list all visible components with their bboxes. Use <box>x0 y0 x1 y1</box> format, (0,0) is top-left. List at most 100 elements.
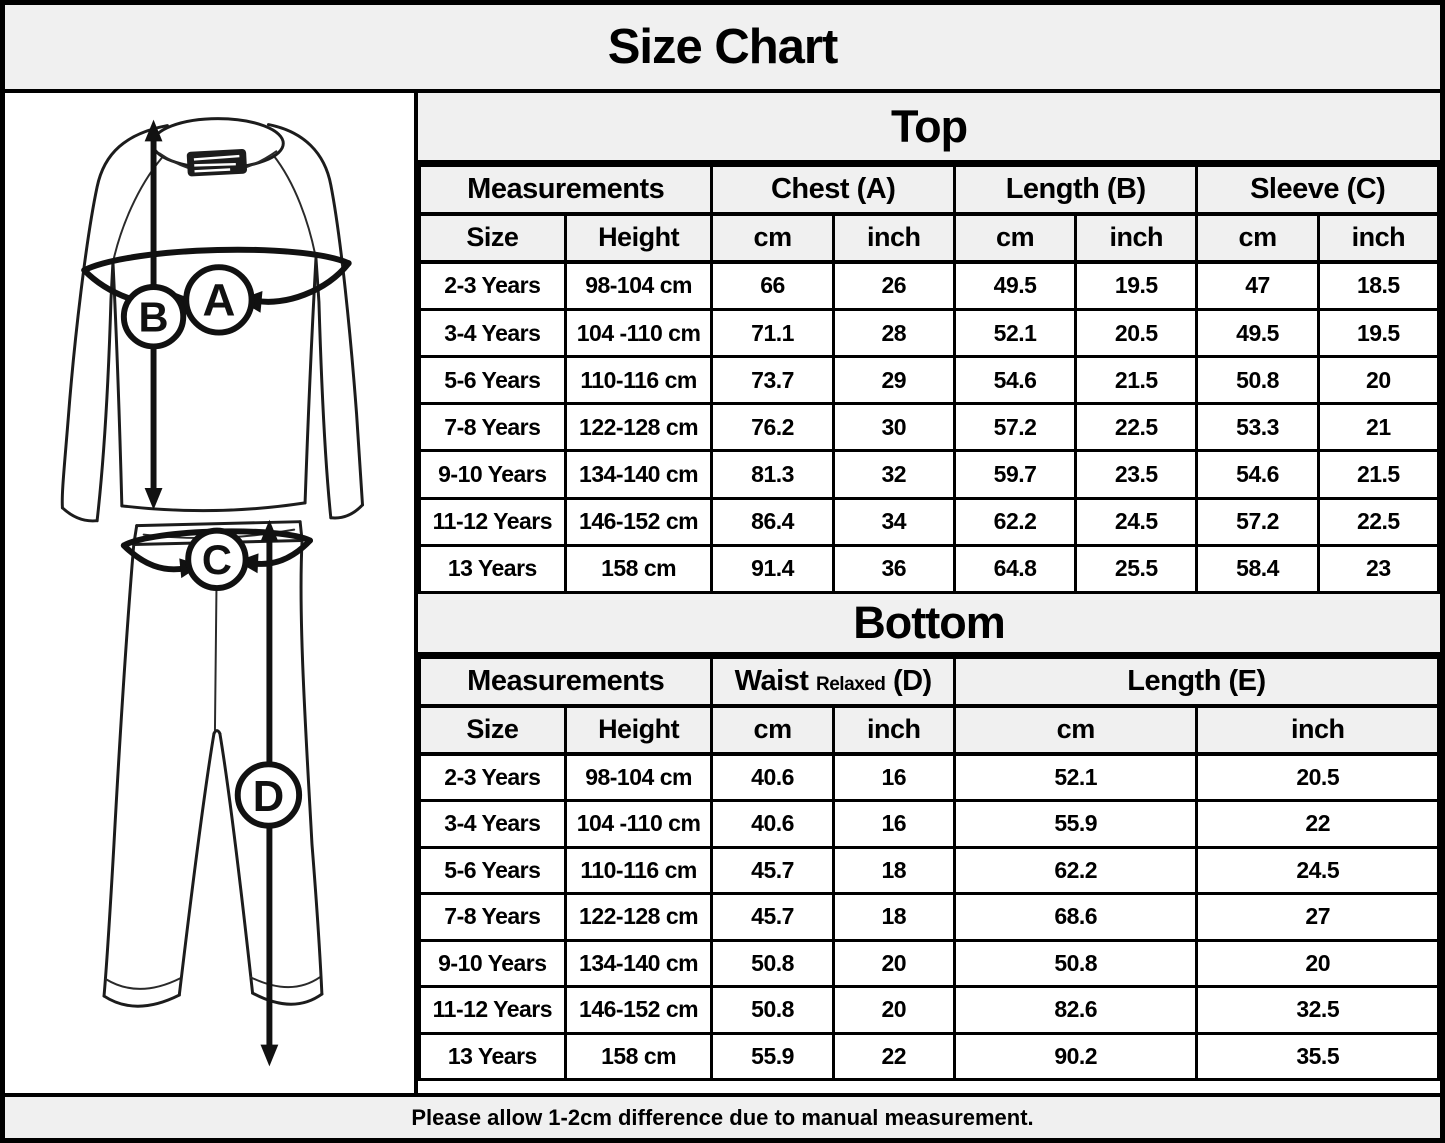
table-cell: 29 <box>831 355 956 406</box>
table-cell: 82.6 <box>952 985 1199 1035</box>
measurements-header: Measurements <box>417 164 714 216</box>
main-area: A B <box>5 93 1441 1093</box>
table-cell: 20 <box>831 985 956 1035</box>
table-cell: 35.5 <box>1195 1031 1440 1081</box>
table-cell: 11-12 Years <box>418 496 567 547</box>
table-cell: 22.5 <box>1074 402 1199 453</box>
table-row: 11-12 Years 146-152 cm 50.8 20 82.6 32.5 <box>418 985 1440 1035</box>
table-cell: 40.6 <box>710 799 835 849</box>
table-cell: 20 <box>1195 938 1440 989</box>
length-header: Length (E) <box>952 656 1441 708</box>
page-title: Size Chart <box>5 5 1440 93</box>
table-cell: 110-116 cm <box>563 845 714 896</box>
table-cell: 20.5 <box>1074 307 1199 359</box>
bottom-sub-header-row: Size Height cm inch cm inch <box>418 704 1440 756</box>
leg-length-label-badge: D <box>234 761 303 829</box>
table-cell: 64.8 <box>952 543 1078 595</box>
column-header: inch <box>831 704 956 756</box>
table-cell: 30 <box>831 402 956 453</box>
table-cell: 98-104 cm <box>563 751 714 803</box>
column-header: inch <box>831 212 956 264</box>
table-cell: 9-10 Years <box>418 938 567 989</box>
table-row: 13 Years 158 cm 55.9 22 90.2 35.5 <box>418 1031 1440 1081</box>
table-row: 7-8 Years 122-128 cm 76.2 30 57.2 22.5 53.3 21 <box>418 402 1441 453</box>
column-header: inch <box>1195 704 1440 756</box>
table-cell: 20.5 <box>1195 751 1440 803</box>
leg-length-label-letter: D <box>253 773 284 821</box>
table-cell: 90.2 <box>952 1031 1199 1081</box>
table-cell: 146-152 cm <box>563 985 714 1035</box>
table-cell: 66 <box>710 260 835 311</box>
table-cell: 32.5 <box>1195 985 1440 1035</box>
table-cell: 2-3 Years <box>418 751 567 803</box>
table-cell: 5-6 Years <box>418 845 567 896</box>
table-cell: 122-128 cm <box>563 402 714 453</box>
waist-label-letter: C <box>202 536 232 583</box>
body-length-label-letter: B <box>139 294 169 341</box>
table-row: 5-6 Years 110-116 cm 73.7 29 54.6 21.5 50.8 20 <box>418 355 1441 406</box>
column-header: cm <box>710 212 835 264</box>
table-cell: 7-8 Years <box>418 892 567 942</box>
table-cell: 22.5 <box>1316 496 1441 547</box>
table-cell: 54.6 <box>952 355 1078 406</box>
table-cell: 49.5 <box>952 260 1078 311</box>
column-header: Height <box>563 704 714 756</box>
table-cell: 24.5 <box>1195 845 1440 896</box>
table-cell: 23 <box>1316 543 1441 595</box>
table-cell: 146-152 cm <box>563 496 714 547</box>
table-cell: 19.5 <box>1074 260 1199 311</box>
brand-label <box>186 148 248 177</box>
table-cell: 22 <box>831 1031 956 1081</box>
table-cell: 110-116 cm <box>563 355 714 406</box>
length-header: Length (B) <box>952 164 1199 216</box>
table-cell: 27 <box>1195 892 1440 942</box>
table-cell: 71.1 <box>710 307 835 359</box>
table-row: 13 Years 158 cm 91.4 36 64.8 25.5 58.4 23 <box>418 543 1441 595</box>
top-section-title: Top <box>418 93 1440 164</box>
bottom-group-header-row: Measurements Waist Relaxed (D) Length (E… <box>417 656 1441 708</box>
table-cell: 24.5 <box>1074 496 1199 547</box>
table-cell: 3-4 Years <box>418 307 567 359</box>
column-header: Height <box>563 212 714 264</box>
table-row: 2-3 Years 98-104 cm 40.6 16 52.1 20.5 <box>418 751 1440 803</box>
table-cell: 50.8 <box>952 938 1199 989</box>
column-header: cm <box>1195 212 1320 264</box>
table-row: 11-12 Years 146-152 cm 86.4 34 62.2 24.5 57.2 2… <box>418 496 1441 547</box>
table-cell: 26 <box>831 260 956 311</box>
footer-note: Please allow 1-2cm difference due to man… <box>5 1093 1440 1138</box>
table-cell: 76.2 <box>710 402 835 453</box>
table-row: 7-8 Years 122-128 cm 45.7 18 68.6 27 <box>418 892 1440 942</box>
table-cell: 45.7 <box>710 892 835 942</box>
table-cell: 50.8 <box>1195 355 1320 406</box>
table-cell: 5-6 Years <box>418 355 567 406</box>
table-row: 3-4 Years 104 -110 cm 40.6 16 55.9 22 <box>418 799 1440 849</box>
bottom-garment-outline <box>102 520 324 1008</box>
top-group-header-row: Measurements Chest (A) Length (B) Sleeve… <box>417 164 1440 216</box>
bottom-table-body: 2-3 Years 98-104 cm 40.6 16 52.1 20.5 3-4 Year… <box>418 751 1440 1081</box>
table-row: 2-3 Years 98-104 cm 66 26 49.5 19.5 47 18.5 <box>418 260 1441 311</box>
top-sub-header-row: Size Height cm inch cm inch cm inch <box>418 212 1441 264</box>
table-cell: 122-128 cm <box>563 892 714 942</box>
table-cell: 32 <box>831 449 956 500</box>
size-tables: Top Measurements Chest (A) Length (B) Sl… <box>417 93 1441 1093</box>
waist-header-main: Waist <box>734 664 809 697</box>
table-cell: 49.5 <box>1195 307 1320 359</box>
table-cell: 158 cm <box>563 1031 714 1081</box>
table-cell: 36 <box>831 543 956 595</box>
waist-header: Waist Relaxed (D) <box>710 656 956 708</box>
waist-header-suffix: (D) <box>892 664 932 697</box>
table-cell: 11-12 Years <box>418 985 567 1035</box>
table-cell: 20 <box>1316 355 1441 406</box>
table-cell: 13 Years <box>418 1031 567 1081</box>
body-length-label-badge: B <box>120 284 187 350</box>
table-cell: 91.4 <box>710 543 835 595</box>
table-cell: 158 cm <box>563 543 714 595</box>
column-header: cm <box>952 704 1199 756</box>
table-cell: 40.6 <box>710 751 835 803</box>
top-size-table: Measurements Chest (A) Length (B) Sleeve… <box>417 164 1441 595</box>
table-cell: 57.2 <box>1195 496 1320 547</box>
waist-label-badge: C <box>185 527 249 592</box>
table-cell: 104 -110 cm <box>563 307 714 359</box>
table-row: 3-4 Years 104 -110 cm 71.1 28 52.1 20.5 49.5 19… <box>418 307 1441 359</box>
